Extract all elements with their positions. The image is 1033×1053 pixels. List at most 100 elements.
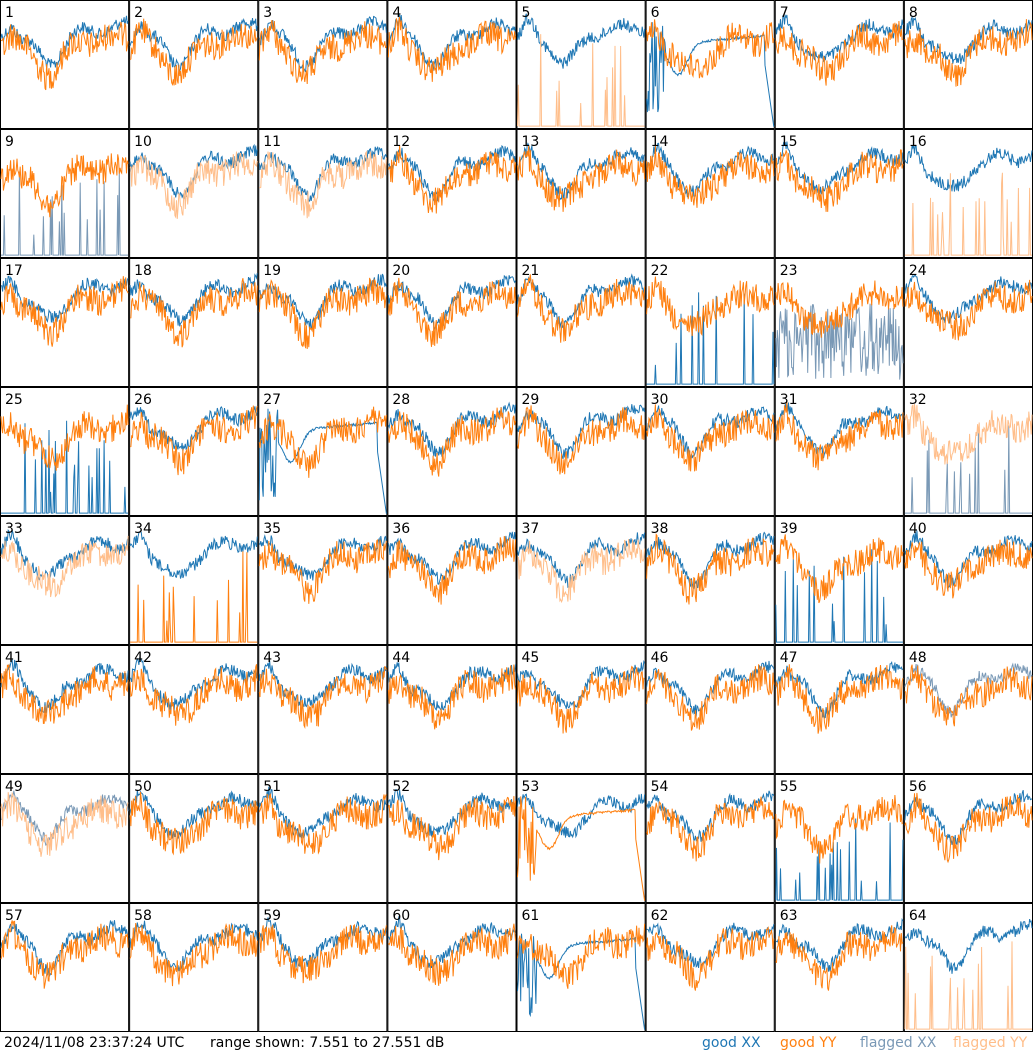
panel-11: 11 bbox=[258, 129, 388, 258]
panel-label: 43 bbox=[263, 650, 281, 666]
panel-14-yy-line bbox=[646, 145, 775, 208]
panel-label: 62 bbox=[651, 908, 669, 924]
panel-frame bbox=[645, 903, 775, 1032]
panel-36: 36 bbox=[387, 516, 517, 645]
panel-label: 22 bbox=[651, 263, 669, 279]
panel-32-xx-line bbox=[904, 425, 1032, 514]
panel-label: 32 bbox=[909, 392, 927, 408]
panel-5-yy-line bbox=[517, 34, 645, 127]
panel-39: 39 bbox=[774, 516, 904, 645]
panel-34: 34 bbox=[129, 516, 259, 645]
panel-43: 43 bbox=[258, 645, 388, 774]
panel-36-yy-line bbox=[387, 535, 516, 605]
panel-label: 29 bbox=[522, 392, 540, 408]
panel-62: 62 bbox=[645, 903, 775, 1032]
legend-flagged-yy: flagged YY bbox=[953, 1035, 1028, 1051]
panel-34-yy-line bbox=[130, 551, 258, 643]
panel-44-yy-line bbox=[387, 664, 516, 730]
panel-label: 11 bbox=[263, 134, 281, 150]
panel-label: 61 bbox=[522, 908, 540, 924]
panel-48-yy-line bbox=[904, 664, 1033, 727]
panel-label: 10 bbox=[134, 134, 152, 150]
panel-label: 20 bbox=[392, 263, 410, 279]
panel-48: 48 bbox=[903, 645, 1033, 774]
panel-frame bbox=[387, 645, 517, 774]
panel-8: 8 bbox=[903, 0, 1033, 129]
panel-64-xx-line bbox=[904, 918, 1033, 974]
panel-17: 17 bbox=[0, 258, 130, 387]
panel-47-yy-line bbox=[775, 664, 904, 734]
panel-frame bbox=[516, 516, 646, 645]
panel-46-yy-line bbox=[646, 664, 775, 731]
panel-32-yy-line bbox=[904, 404, 1033, 465]
panel-frame bbox=[903, 387, 1033, 516]
panel-30-yy-line bbox=[646, 404, 775, 472]
panel-31-yy-line bbox=[775, 401, 904, 471]
panel-64: 64 bbox=[903, 903, 1033, 1032]
panel-label: 14 bbox=[651, 134, 669, 150]
panel-label: 63 bbox=[780, 908, 798, 924]
panel-41: 41 bbox=[0, 645, 130, 774]
panel-frame bbox=[516, 387, 646, 516]
panel-52-xx-line bbox=[387, 789, 516, 837]
panel-label: 31 bbox=[780, 392, 798, 408]
panel-20-yy-line bbox=[387, 277, 516, 347]
panel-label: 24 bbox=[909, 263, 927, 279]
panel-50-yy-line bbox=[129, 791, 258, 856]
panel-56: 56 bbox=[903, 774, 1033, 903]
panel-frame bbox=[774, 387, 904, 516]
panel-59-yy-line bbox=[258, 923, 387, 984]
panel-frame bbox=[0, 903, 130, 1032]
panel-label: 35 bbox=[263, 521, 281, 537]
panel-label: 8 bbox=[909, 5, 918, 21]
panel-61: 61 bbox=[516, 903, 646, 1032]
panel-label: 5 bbox=[522, 5, 531, 21]
panel-frame bbox=[258, 516, 388, 645]
panel-frame bbox=[129, 645, 259, 774]
panel-31: 31 bbox=[774, 387, 904, 516]
panel-frame bbox=[258, 774, 388, 903]
panel-11-yy-line bbox=[259, 150, 387, 219]
panel-42: 42 bbox=[129, 645, 259, 774]
panel-38: 38 bbox=[645, 516, 775, 645]
panel-30-xx-line bbox=[646, 405, 775, 461]
panel-7: 7 bbox=[774, 0, 904, 129]
panel-9: 9 bbox=[0, 129, 130, 258]
panel-18-yy-line bbox=[129, 278, 258, 348]
panel-label: 17 bbox=[5, 263, 23, 279]
panel-55: 55 bbox=[774, 774, 904, 903]
panel-53-xx-line bbox=[517, 793, 646, 839]
panel-24-xx-line bbox=[904, 274, 1033, 324]
panel-label: 51 bbox=[263, 779, 281, 795]
panel-3-yy-line bbox=[258, 19, 387, 85]
panel-58-xx-line bbox=[129, 920, 258, 972]
panel-51: 51 bbox=[258, 774, 388, 903]
panel-24-yy-line bbox=[904, 279, 1033, 341]
panel-39-xx-line bbox=[775, 549, 903, 643]
timestamp: 2024/11/08 23:37:24 UTC bbox=[4, 1035, 185, 1051]
panel-frame bbox=[516, 645, 646, 774]
panel-label: 56 bbox=[909, 779, 927, 795]
panel-5: 5 bbox=[516, 0, 646, 129]
panel-21-yy-line bbox=[517, 274, 646, 343]
panel-frame bbox=[645, 129, 775, 258]
panel-24: 24 bbox=[903, 258, 1033, 387]
panel-23: 23 bbox=[774, 258, 904, 387]
panel-label: 18 bbox=[134, 263, 152, 279]
legend-good-xx: good XX bbox=[702, 1035, 761, 1051]
panel-label: 33 bbox=[5, 521, 23, 537]
panel-frame bbox=[645, 645, 775, 774]
panel-label: 36 bbox=[392, 521, 410, 537]
panel-50: 50 bbox=[129, 774, 259, 903]
panel-43-yy-line bbox=[258, 665, 387, 730]
panel-23-xx-line bbox=[775, 303, 904, 380]
panel-frame bbox=[903, 0, 1033, 129]
panel-frame bbox=[129, 0, 259, 129]
panel-29-yy-line bbox=[517, 405, 646, 475]
panel-label: 37 bbox=[522, 521, 540, 537]
panel-51-yy-line bbox=[258, 793, 387, 855]
panel-label: 16 bbox=[909, 134, 927, 150]
panel-label: 30 bbox=[651, 392, 669, 408]
panel-54: 54 bbox=[645, 774, 775, 903]
panel-37-yy-line bbox=[517, 539, 646, 604]
